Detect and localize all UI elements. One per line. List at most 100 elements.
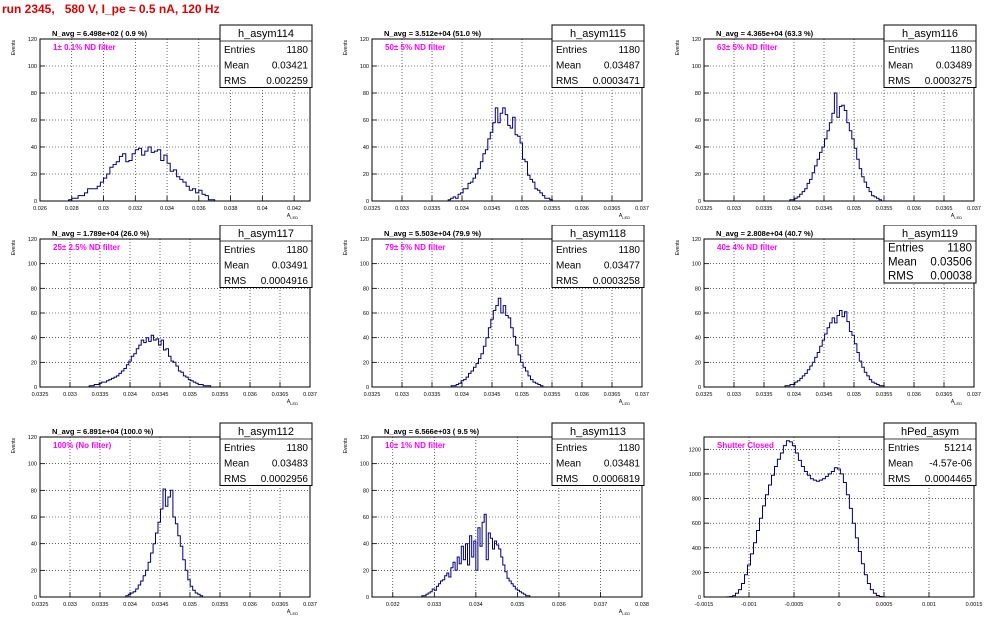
x-axis-title: ALED: [619, 213, 630, 220]
x-tick-label: 0.0335: [424, 392, 441, 398]
x-tick-label: 0.0015: [966, 602, 983, 608]
stats-label: Entries: [556, 245, 587, 256]
panel-h_asym118: 0.0325 0.033 0.0335 0.034 0.0345 0.035 0.0355 0…: [332, 225, 663, 432]
x-tick-label: 0.033: [395, 392, 409, 398]
y-tick-label: 100: [692, 262, 701, 268]
stats-label: Mean: [888, 61, 913, 72]
panel-h_asym114: 0.026 0.028 0.03 0.032 0.034 0.036 0.038 0.04 0.…: [0, 18, 331, 225]
y-tick-label: 60: [695, 118, 701, 124]
x-tick-label: 0.028: [65, 206, 79, 212]
histogram-line: [88, 334, 212, 387]
stats-value: 1180: [947, 243, 972, 255]
x-axis-title: ALED: [619, 609, 630, 616]
x-tick-label: 0.0365: [272, 602, 289, 608]
stats-label: Entries: [224, 245, 255, 256]
y-tick-label: 0: [698, 595, 701, 601]
x-tick-label: 0.034: [787, 392, 801, 398]
x-axis-title: ALED: [951, 399, 962, 406]
histogram-h_asym119: 0.0325 0.033 0.0335 0.034 0.0345 0.035 0.0355 0…: [675, 225, 981, 406]
stats-value: 0.03483: [272, 459, 309, 470]
y-tick-label: 120: [360, 37, 369, 43]
stats-label: Mean: [888, 459, 913, 470]
stats-box: [219, 24, 313, 88]
x-tick-label: 0.026: [33, 206, 47, 212]
stats-value: 0.03489: [936, 61, 973, 72]
x-tick-label: 0.035: [183, 602, 197, 608]
y-tick-label: 40: [31, 542, 37, 548]
stats-label: Entries: [888, 243, 924, 255]
x-tick-label: 0.0365: [936, 392, 953, 398]
histogram-line: [68, 146, 216, 201]
stats-value: 0.0006819: [593, 474, 641, 485]
panel-h_asym116: 0.0325 0.033 0.0335 0.034 0.0345 0.035 0.0355 0…: [664, 18, 995, 225]
x-tick-label: 0.0355: [212, 392, 229, 398]
y-tick-label: 80: [31, 488, 37, 494]
x-tick-label: 0.0365: [272, 392, 289, 398]
y-tick-label: 80: [695, 286, 701, 292]
x-tick-label: 0.034: [469, 602, 483, 608]
stats-value: 0.0003275: [925, 76, 973, 87]
x-axis-title: ALED: [287, 399, 298, 406]
y-tick-label: 100: [360, 262, 369, 268]
y-tick-label: 1000: [689, 472, 701, 478]
stats-value: 1180: [286, 443, 308, 454]
navg-annotation: N_avg = 1.789e+04 (26.0 %): [52, 229, 150, 238]
y-tick-label: 60: [31, 515, 37, 521]
x-tick-label: 0.037: [303, 392, 317, 398]
y-tick-label: 120: [28, 37, 37, 43]
panel-hPed_asym: -0.0015 -0.001 -0.0005 0 0.0005 0.001 0.0015 0 2…: [664, 415, 995, 622]
stats-title: h_asym118: [570, 228, 626, 240]
x-tick-label: 0.0345: [152, 392, 169, 398]
y-tick-label: 0: [34, 199, 37, 205]
histogram-line: [726, 440, 886, 598]
x-tick-label: 0.033: [395, 206, 409, 212]
x-tick-label: 0.035: [183, 392, 197, 398]
filter-annotation: 100% (No filter): [53, 441, 112, 450]
x-tick-label: 0.034: [123, 602, 137, 608]
stats-box: [551, 225, 645, 288]
stats-label: Entries: [224, 45, 255, 56]
y-tick-label: 40: [695, 145, 701, 151]
stats-title: h_asym113: [570, 426, 626, 438]
y-tick-label: 60: [31, 118, 37, 124]
x-tick-label: 0.0345: [816, 392, 833, 398]
stats-title: h_asym116: [902, 28, 958, 40]
x-tick-label: 0.036: [243, 602, 257, 608]
stats-title: h_asym117: [238, 228, 294, 240]
x-tick-label: 0.037: [594, 602, 608, 608]
stats-label: Mean: [556, 261, 581, 272]
navg-annotation: N_avg = 6.498e+02 ( 0.9 %): [52, 29, 148, 38]
x-tick-label: 0.0335: [92, 602, 109, 608]
stats-title: h_asym119: [902, 228, 958, 240]
x-tick-label: 0.034: [455, 206, 469, 212]
y-tick-label: 0: [34, 595, 37, 601]
x-axis-title: ALED: [951, 213, 962, 220]
x-tick-label: 0.034: [455, 392, 469, 398]
stats-label: RMS: [556, 276, 579, 287]
histogram-h_asym117: 0.0325 0.033 0.0335 0.034 0.0345 0.035 0.0355 0…: [11, 225, 317, 406]
y-tick-label: 120: [692, 37, 701, 43]
y-axis-title: Events: [343, 240, 349, 256]
filter-annotation: 40± 4% ND filter: [717, 243, 777, 252]
histogram-h_asym115: 0.0325 0.033 0.0335 0.034 0.0345 0.035 0.0355 0…: [343, 24, 649, 220]
y-tick-label: 100: [28, 462, 37, 468]
x-tick-label: 0.036: [192, 206, 206, 212]
histogram-h_asym112: 0.0325 0.033 0.0335 0.034 0.0345 0.035 0.0355 0…: [11, 422, 317, 616]
y-tick-label: 100: [360, 64, 369, 70]
x-tick-label: 0.034: [123, 392, 137, 398]
y-tick-label: 20: [31, 360, 37, 366]
x-tick-label: 0.037: [635, 392, 649, 398]
stats-label: Entries: [224, 443, 255, 454]
histogram-line: [125, 488, 204, 597]
y-tick-label: 80: [695, 91, 701, 97]
y-tick-label: 60: [363, 118, 369, 124]
x-tick-label: 0.034: [160, 206, 174, 212]
y-tick-label: 20: [363, 568, 369, 574]
stats-label: RMS: [224, 276, 247, 287]
x-tick-label: -0.0015: [695, 602, 714, 608]
stats-label: RMS: [888, 76, 911, 87]
x-tick-label: 0.0355: [876, 392, 893, 398]
x-tick-label: 0.0355: [212, 602, 229, 608]
x-tick-label: 0.036: [907, 206, 921, 212]
x-tick-label: 0.0345: [152, 602, 169, 608]
